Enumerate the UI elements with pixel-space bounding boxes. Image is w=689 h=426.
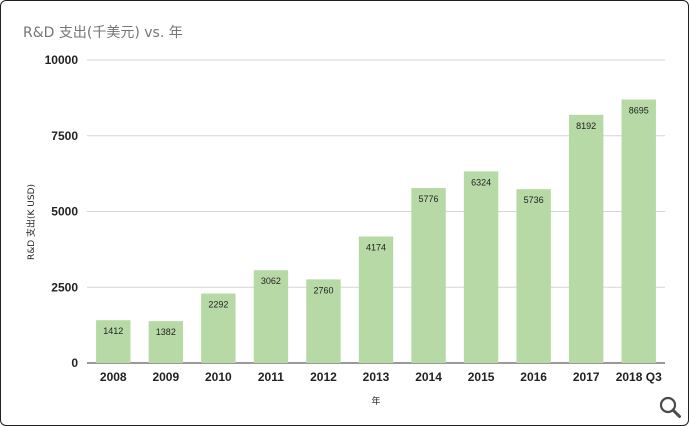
x-tick-label: 2017 <box>573 370 600 384</box>
bar-2014 <box>411 187 446 363</box>
x-tick-label: 2008 <box>100 370 127 384</box>
data-label: 8695 <box>629 106 649 116</box>
y-axis-label: R&D 支出(K USD) <box>25 184 37 260</box>
x-tick-label: 2016 <box>520 370 547 384</box>
data-label: 5776 <box>419 194 439 204</box>
x-tick-label: 2011 <box>258 370 284 384</box>
data-labels: 1412 1382 2292 3062 2760 4174 5776 6324 5736 8192… <box>103 106 648 338</box>
data-label: 5736 <box>524 195 544 205</box>
y-tick-label: 5000 <box>51 205 78 219</box>
data-label: 1412 <box>103 326 123 336</box>
bar-2012 <box>306 279 341 363</box>
bar-2018-q3 <box>621 99 656 363</box>
magnifier-icon[interactable] <box>658 395 682 419</box>
bar-2013 <box>358 236 394 363</box>
y-tick-label: 2500 <box>51 280 78 294</box>
x-axis-label: 年 <box>371 395 380 407</box>
data-label: 2760 <box>313 285 333 295</box>
chart-title: R&D 支出(千美元) vs. 年 <box>23 25 183 41</box>
x-tick-label: 2018 Q3 <box>616 370 662 384</box>
y-tick-labels: 0 2500 5000 7500 10000 <box>45 53 79 370</box>
bar-2016 <box>516 189 551 363</box>
x-tick-labels: 2008 2009 2010 2011 2012 2013 2014 2015 2016 2017… <box>100 370 662 384</box>
y-tick-label: 7500 <box>51 129 78 143</box>
x-tick-label: 2009 <box>152 370 179 384</box>
data-label: 6324 <box>471 177 491 187</box>
data-label: 4174 <box>366 243 386 253</box>
bar-2015 <box>463 171 499 363</box>
bars <box>96 99 656 363</box>
data-label: 8192 <box>576 121 596 131</box>
data-label: 1382 <box>156 327 176 337</box>
x-tick-label: 2012 <box>310 370 337 384</box>
bar-2017 <box>568 114 604 363</box>
bar-2008 <box>96 320 131 363</box>
x-tick-label: 2013 <box>363 370 390 384</box>
x-tick-label: 2014 <box>415 370 442 384</box>
data-label: 2292 <box>208 300 228 310</box>
y-tick-label: 0 <box>71 356 78 370</box>
x-tick-label: 2015 <box>468 370 495 384</box>
y-tick-label: 10000 <box>45 53 79 67</box>
bar-2010 <box>201 293 236 363</box>
bar-2011 <box>253 270 289 363</box>
bar-2009 <box>148 321 184 363</box>
data-label: 3062 <box>261 276 281 286</box>
x-tick-label: 2010 <box>205 370 232 384</box>
